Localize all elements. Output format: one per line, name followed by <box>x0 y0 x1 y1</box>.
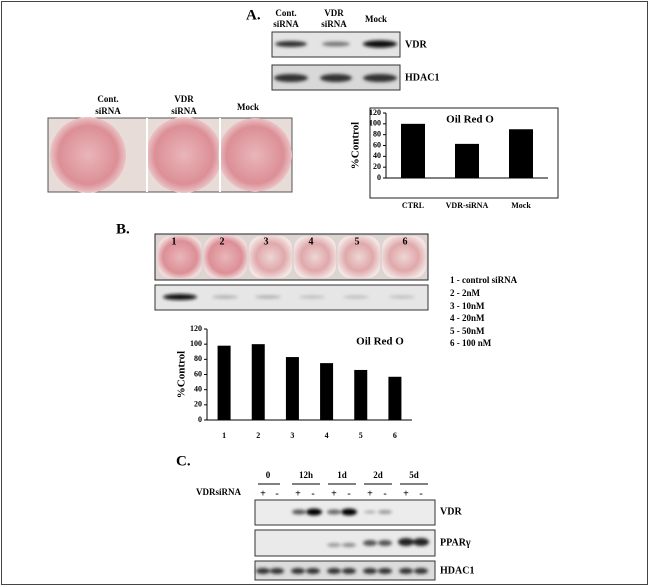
y-tick-label: 100 <box>190 339 202 348</box>
well-number: 6 <box>403 236 408 247</box>
x-tick-label: 1 <box>222 431 226 440</box>
bar <box>388 376 402 420</box>
well-number: 3 <box>264 236 269 247</box>
blot-label: VDR <box>405 39 427 50</box>
plate-label: VDR <box>174 94 194 104</box>
sign: - <box>347 488 350 499</box>
chart-title: Oil Red O <box>446 114 494 126</box>
sign: + <box>403 488 409 499</box>
chart-frame <box>369 107 559 199</box>
sign: - <box>275 488 278 499</box>
bar <box>509 129 533 178</box>
panel-label: B. <box>116 221 130 237</box>
timepoint: 0 <box>266 470 271 480</box>
y-axis-label: %Control <box>176 351 188 398</box>
timepoints: 0 12h 1d 2d 5d <box>258 470 428 485</box>
timepoint: 12h <box>299 470 313 480</box>
x-tick-label: CTRL <box>402 201 424 210</box>
legend-entry: 5 - 50nM <box>450 326 485 336</box>
y-tick-label: 100 <box>369 119 381 128</box>
blot-label: PPARγ <box>440 537 471 548</box>
well-number: 1 <box>172 236 177 247</box>
x-tick-label: 3 <box>290 431 294 440</box>
lane-label: Cont. <box>275 8 296 18</box>
x-tick-label: Mock <box>511 201 531 210</box>
y-tick-label: 40 <box>373 151 381 160</box>
well-number: 2 <box>220 236 225 247</box>
x-tick-label: 2 <box>256 431 260 440</box>
sign: + <box>331 488 337 499</box>
legend-entry: 4 - 20nM <box>450 313 485 323</box>
lane-label: Mock <box>365 14 387 24</box>
timepoint: 5d <box>409 470 419 480</box>
sign: - <box>383 488 386 499</box>
blot-label: HDAC1 <box>440 565 474 576</box>
bar <box>354 369 368 420</box>
western-blot <box>271 31 401 91</box>
well-number: 4 <box>309 236 314 247</box>
y-tick-label: 60 <box>373 140 381 149</box>
y-tick-label: 120 <box>190 324 202 333</box>
lane-label: siRNA <box>321 19 347 29</box>
legend: 1 - control siRNA 2 - 2nM 3 - 10nM 4 - 2… <box>450 275 518 348</box>
bar <box>285 357 299 420</box>
lane-label: siRNA <box>273 19 299 29</box>
bar <box>217 345 231 420</box>
sign: - <box>419 488 422 499</box>
bar <box>251 344 265 420</box>
timepoint: 1d <box>337 470 347 480</box>
plate-image <box>154 233 429 281</box>
x-tick-label: 6 <box>393 431 397 440</box>
timepoint: 2d <box>373 470 383 480</box>
sign: + <box>295 488 301 499</box>
y-tick-label: 0 <box>377 173 381 182</box>
x-tick-label: VDR-siRNA <box>446 201 489 210</box>
y-tick-label: 20 <box>373 162 381 171</box>
blot-label: VDR <box>440 506 462 517</box>
lane-label: VDR <box>324 8 344 18</box>
plate-label: siRNA <box>95 106 121 116</box>
plate-image <box>47 117 293 193</box>
y-tick-label: 40 <box>194 384 202 393</box>
y-axis-label: %Control <box>350 122 362 169</box>
y-tick-label: 20 <box>194 400 202 409</box>
y-tick-label: 80 <box>194 354 202 363</box>
row-label: VDRsiRNA <box>196 487 242 497</box>
y-tick-label: 60 <box>194 369 202 378</box>
sign: - <box>311 488 314 499</box>
plate-label: Cont. <box>97 94 118 104</box>
plate-label: Mock <box>237 102 259 112</box>
panel-label: C. <box>176 453 191 469</box>
legend-entry: 1 - control siRNA <box>450 275 518 285</box>
western-blot <box>254 499 436 581</box>
well-numbers: 1 2 3 4 5 6 <box>172 236 408 247</box>
y-tick-label: 120 <box>369 108 381 117</box>
sign: + <box>260 488 266 499</box>
x-tick-label: 5 <box>359 431 363 440</box>
y-tick-label: 80 <box>373 129 381 138</box>
panel-label: A. <box>246 7 261 23</box>
bar <box>320 363 334 420</box>
sign: + <box>367 488 373 499</box>
blot-label: HDAC1 <box>405 72 439 83</box>
bar <box>455 143 479 178</box>
legend-entry: 3 - 10nM <box>450 301 485 311</box>
western-blot <box>154 284 429 311</box>
legend-entry: 6 - 100 nM <box>450 338 492 348</box>
well-number: 5 <box>355 236 360 247</box>
chart-title: Oil Red O <box>356 336 404 348</box>
x-tick-label: 4 <box>325 431 329 440</box>
legend-entry: 2 - 2nM <box>450 288 481 298</box>
y-tick-label: 0 <box>198 415 202 424</box>
bar <box>401 123 425 178</box>
plate-label: siRNA <box>171 106 197 116</box>
signs: + - + - + - + - + - <box>260 488 423 499</box>
